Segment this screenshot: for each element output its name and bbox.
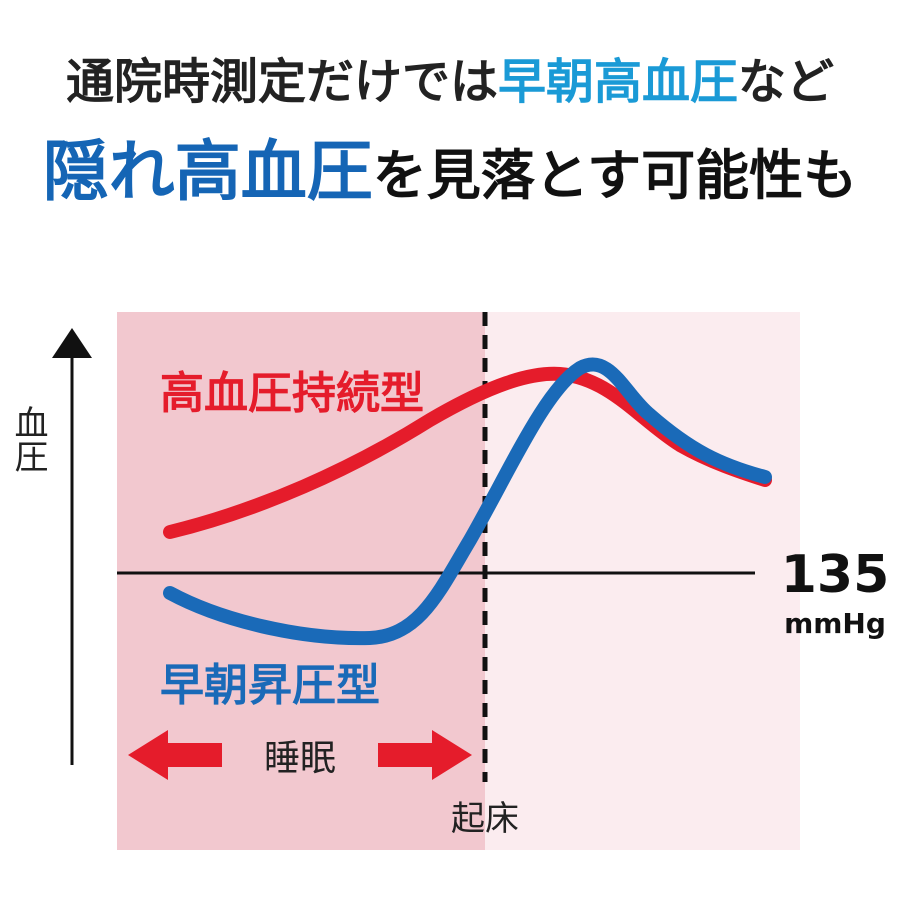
- heading-text: 通院時測定だけでは: [65, 54, 498, 110]
- sleep-arrow-left: [128, 730, 222, 780]
- morning-curve: [163, 357, 772, 646]
- axis-label: 血圧: [8, 405, 48, 473]
- heading-highlight: 早朝高血圧: [497, 54, 738, 110]
- heading-text: など: [738, 54, 835, 110]
- threshold-unit: mmHg: [784, 607, 886, 640]
- morning-label: 早朝昇圧型: [160, 660, 380, 711]
- sustained-label: 高血圧持続型: [160, 368, 424, 419]
- heading-line2: 隠れ高血圧を見落とす可能性も: [0, 118, 900, 214]
- sleep-label: 睡眠: [264, 738, 336, 779]
- threshold-value: 135: [781, 545, 890, 605]
- wake-label: 起床: [451, 799, 519, 839]
- heading-line1: 通院時測定だけでは早朝高血圧など: [0, 42, 900, 112]
- wake-region: [485, 312, 800, 850]
- y-axis-arrow: [52, 328, 92, 358]
- heading-text: を見落とす可能性も: [372, 144, 858, 207]
- sleep-arrow-right: [378, 730, 472, 780]
- heading-highlight: 隠れ高血圧: [42, 133, 373, 210]
